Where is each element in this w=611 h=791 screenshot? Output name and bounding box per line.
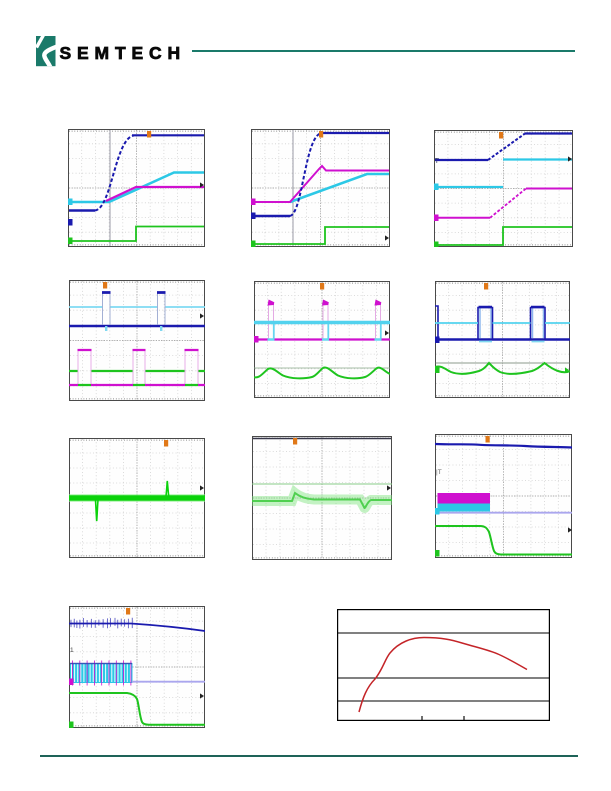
svg-text:|T: |T xyxy=(436,469,442,476)
svg-text:1: 1 xyxy=(70,647,74,654)
svg-text:T: T xyxy=(435,156,440,165)
